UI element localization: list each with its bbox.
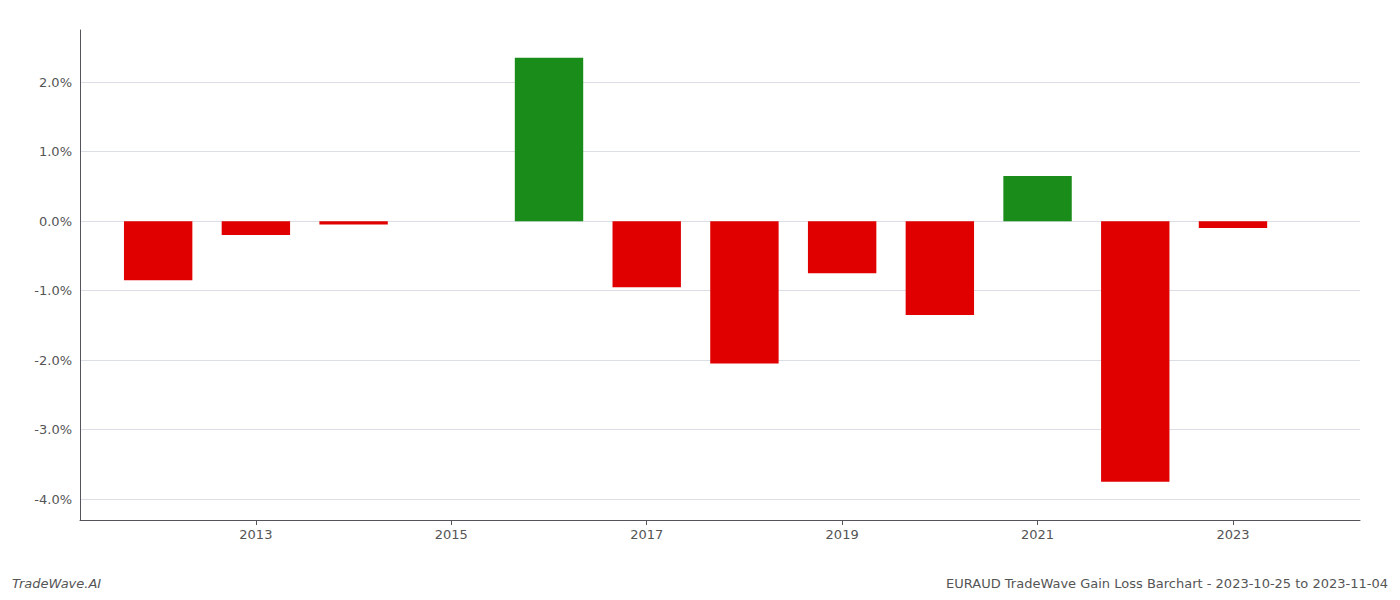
- svg-text:-4.0%: -4.0%: [34, 492, 72, 507]
- svg-text:2.0%: 2.0%: [39, 75, 72, 90]
- svg-text:-1.0%: -1.0%: [34, 283, 72, 298]
- svg-text:EURAUD TradeWave Gain Loss Bar: EURAUD TradeWave Gain Loss Barchart - 20…: [946, 576, 1388, 591]
- svg-text:2017: 2017: [630, 527, 663, 542]
- svg-text:1.0%: 1.0%: [39, 144, 72, 159]
- svg-text:-2.0%: -2.0%: [34, 353, 72, 368]
- svg-text:-3.0%: -3.0%: [34, 422, 72, 437]
- svg-text:2021: 2021: [1021, 527, 1054, 542]
- svg-text:2023: 2023: [1216, 527, 1249, 542]
- svg-text:0.0%: 0.0%: [39, 214, 72, 229]
- svg-text:TradeWave.AI: TradeWave.AI: [12, 576, 101, 591]
- svg-text:2019: 2019: [826, 527, 859, 542]
- svg-text:2015: 2015: [435, 527, 468, 542]
- svg-text:2013: 2013: [239, 527, 272, 542]
